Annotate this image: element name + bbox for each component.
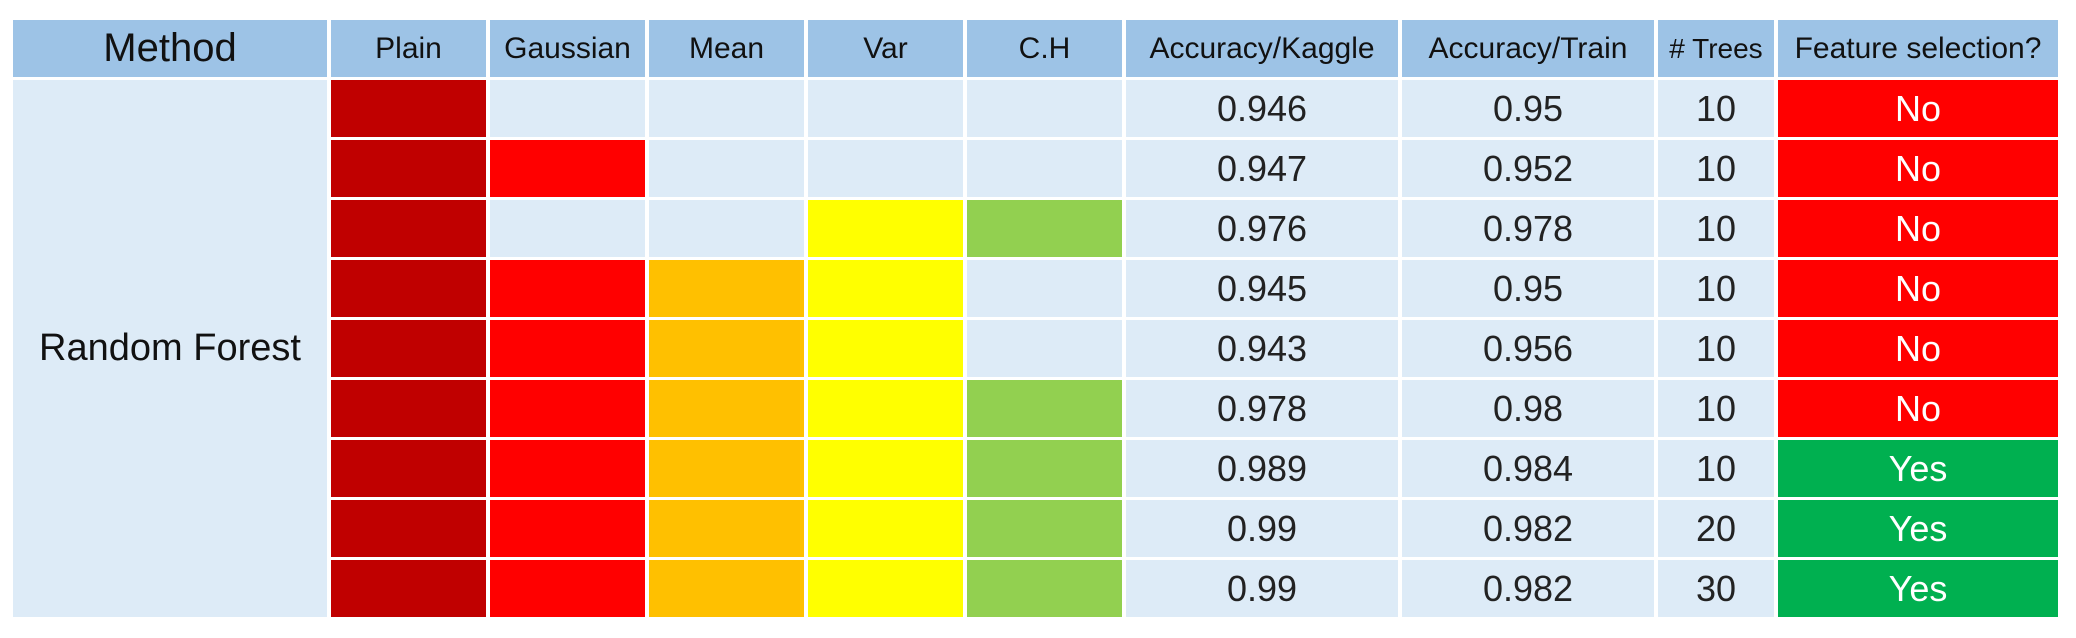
- feature-gaussian-cell: [490, 500, 645, 557]
- trees-cell: 10: [1658, 380, 1774, 437]
- feature-mean-cell: [649, 440, 804, 497]
- feature-gaussian-cell: [490, 80, 645, 137]
- feature-selection-cell: No: [1778, 380, 2058, 437]
- feature-ch-cell: [967, 560, 1122, 617]
- header-accuracy-train: Accuracy/Train: [1402, 20, 1654, 77]
- header-gaussian: Gaussian: [490, 20, 645, 77]
- feature-selection-cell: Yes: [1778, 500, 2058, 557]
- feature-plain-cell: [331, 380, 486, 437]
- header-accuracy-kaggle: Accuracy/Kaggle: [1126, 20, 1398, 77]
- trees-cell: 10: [1658, 140, 1774, 197]
- feature-var-cell: [808, 440, 963, 497]
- feature-ch-cell: [967, 380, 1122, 437]
- feature-mean-cell: [649, 320, 804, 377]
- trees-cell: 20: [1658, 500, 1774, 557]
- trees-cell: 10: [1658, 260, 1774, 317]
- accuracy-kaggle-cell: 0.99: [1126, 560, 1398, 617]
- feature-gaussian-cell: [490, 140, 645, 197]
- feature-ch-cell: [967, 260, 1122, 317]
- accuracy-train-cell: 0.98: [1402, 380, 1654, 437]
- feature-gaussian-cell: [490, 380, 645, 437]
- feature-gaussian-cell: [490, 200, 645, 257]
- header-method: Method: [13, 20, 327, 77]
- accuracy-kaggle-cell: 0.976: [1126, 200, 1398, 257]
- feature-gaussian-cell: [490, 260, 645, 317]
- feature-plain-cell: [331, 320, 486, 377]
- feature-plain-cell: [331, 260, 486, 317]
- feature-ch-cell: [967, 500, 1122, 557]
- trees-cell: 10: [1658, 80, 1774, 137]
- accuracy-kaggle-cell: 0.99: [1126, 500, 1398, 557]
- feature-plain-cell: [331, 560, 486, 617]
- feature-selection-cell: No: [1778, 320, 2058, 377]
- feature-mean-cell: [649, 200, 804, 257]
- accuracy-kaggle-cell: 0.945: [1126, 260, 1398, 317]
- accuracy-kaggle-cell: 0.978: [1126, 380, 1398, 437]
- feature-mean-cell: [649, 560, 804, 617]
- feature-plain-cell: [331, 440, 486, 497]
- feature-gaussian-cell: [490, 440, 645, 497]
- header-var: Var: [808, 20, 963, 77]
- accuracy-train-cell: 0.982: [1402, 560, 1654, 617]
- feature-var-cell: [808, 500, 963, 557]
- feature-plain-cell: [331, 80, 486, 137]
- accuracy-kaggle-cell: 0.989: [1126, 440, 1398, 497]
- feature-ch-cell: [967, 200, 1122, 257]
- feature-selection-cell: Yes: [1778, 560, 2058, 617]
- feature-var-cell: [808, 260, 963, 317]
- accuracy-kaggle-cell: 0.947: [1126, 140, 1398, 197]
- header-mean: Mean: [649, 20, 804, 77]
- accuracy-train-cell: 0.982: [1402, 500, 1654, 557]
- feature-ch-cell: [967, 440, 1122, 497]
- feature-selection-cell: No: [1778, 80, 2058, 137]
- accuracy-train-cell: 0.956: [1402, 320, 1654, 377]
- accuracy-train-cell: 0.95: [1402, 260, 1654, 317]
- feature-plain-cell: [331, 200, 486, 257]
- feature-var-cell: [808, 200, 963, 257]
- trees-cell: 10: [1658, 440, 1774, 497]
- trees-cell: 30: [1658, 560, 1774, 617]
- feature-ch-cell: [967, 140, 1122, 197]
- feature-selection-cell: Yes: [1778, 440, 2058, 497]
- feature-mean-cell: [649, 140, 804, 197]
- feature-mean-cell: [649, 80, 804, 137]
- feature-selection-cell: No: [1778, 260, 2058, 317]
- accuracy-kaggle-cell: 0.946: [1126, 80, 1398, 137]
- header-trees: # Trees: [1658, 20, 1774, 77]
- feature-var-cell: [808, 140, 963, 197]
- accuracy-kaggle-cell: 0.943: [1126, 320, 1398, 377]
- feature-mean-cell: [649, 260, 804, 317]
- feature-plain-cell: [331, 500, 486, 557]
- accuracy-train-cell: 0.978: [1402, 200, 1654, 257]
- accuracy-train-cell: 0.984: [1402, 440, 1654, 497]
- feature-gaussian-cell: [490, 560, 645, 617]
- feature-var-cell: [808, 80, 963, 137]
- method-cell: Random Forest: [13, 80, 327, 617]
- feature-mean-cell: [649, 500, 804, 557]
- feature-plain-cell: [331, 140, 486, 197]
- feature-selection-cell: No: [1778, 140, 2058, 197]
- header-ch: C.H: [967, 20, 1122, 77]
- accuracy-train-cell: 0.95: [1402, 80, 1654, 137]
- feature-mean-cell: [649, 380, 804, 437]
- accuracy-train-cell: 0.952: [1402, 140, 1654, 197]
- feature-var-cell: [808, 560, 963, 617]
- feature-ch-cell: [967, 80, 1122, 137]
- feature-ch-cell: [967, 320, 1122, 377]
- feature-selection-cell: No: [1778, 200, 2058, 257]
- header-feature-selection: Feature selection?: [1778, 20, 2058, 77]
- results-table: Method Plain Gaussian Mean Var C.H Accur…: [13, 20, 2058, 617]
- header-plain: Plain: [331, 20, 486, 77]
- feature-var-cell: [808, 320, 963, 377]
- feature-var-cell: [808, 380, 963, 437]
- trees-cell: 10: [1658, 320, 1774, 377]
- feature-gaussian-cell: [490, 320, 645, 377]
- trees-cell: 10: [1658, 200, 1774, 257]
